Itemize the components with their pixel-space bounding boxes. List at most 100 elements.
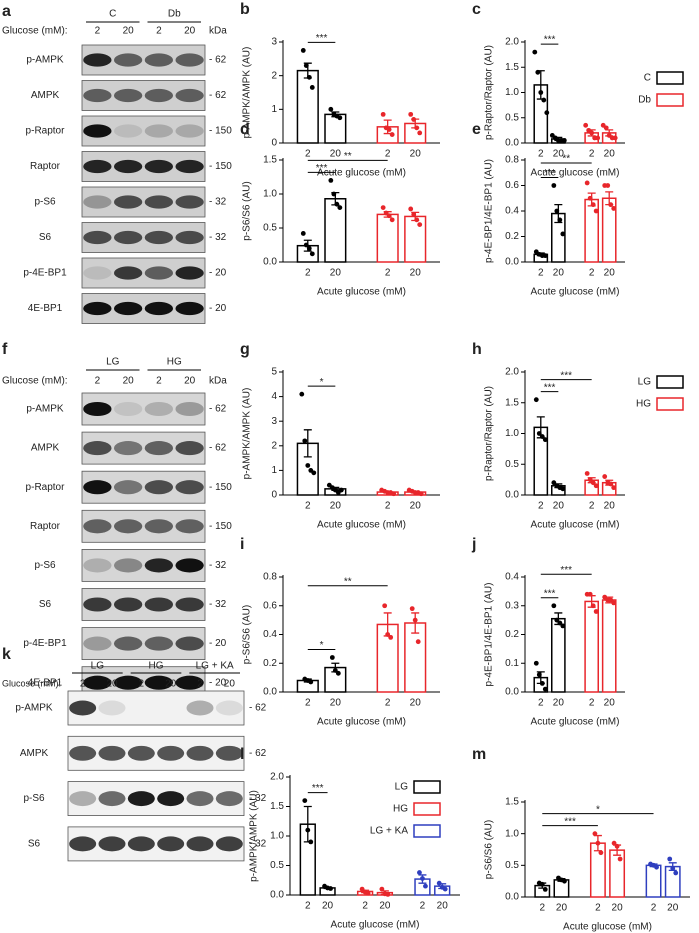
band	[144, 301, 174, 316]
x-tick-label: 20	[604, 149, 616, 160]
kda-marker: - 62	[209, 90, 227, 101]
data-point	[560, 486, 566, 492]
bar	[664, 865, 681, 898]
x-tick-label: 20	[410, 501, 422, 512]
group-label: LG + KA	[196, 661, 234, 672]
protein-label: p-AMPK	[26, 404, 64, 415]
band	[113, 675, 143, 690]
group-label: HG	[167, 357, 182, 368]
y-tick-label: 0.3	[505, 600, 519, 611]
band	[113, 636, 143, 651]
data-point	[299, 391, 305, 397]
data-point	[561, 138, 567, 143]
bar	[324, 113, 347, 144]
protein-label: p-Raptor	[26, 126, 66, 137]
band	[113, 88, 143, 103]
band	[144, 266, 174, 280]
x-axis-label: Acute glucose (mM)	[331, 920, 420, 931]
blot-box	[67, 735, 245, 771]
legend-swatch	[413, 824, 441, 838]
band	[144, 675, 174, 690]
data-point	[603, 125, 609, 131]
data-point	[542, 253, 548, 259]
y-tick-label: 2.0	[270, 772, 284, 783]
bar	[601, 599, 617, 693]
lane-label: 20	[165, 679, 177, 690]
band	[144, 480, 174, 495]
band	[175, 401, 204, 417]
group-label: LG	[91, 661, 105, 672]
bar	[645, 864, 662, 898]
data-point	[560, 623, 566, 629]
x-tick-label: 2	[385, 268, 391, 279]
bar	[584, 600, 599, 693]
data-point	[423, 883, 428, 889]
protein-label: AMPK	[31, 443, 60, 454]
glucose-label: Glucose (mM):	[2, 678, 61, 688]
x-tick-label: 2	[385, 698, 391, 709]
data-point	[302, 438, 308, 444]
protein-label: S6	[28, 839, 41, 850]
y-tick-label: 0.5	[263, 223, 277, 234]
band	[175, 88, 204, 103]
data-point	[309, 251, 315, 257]
kda-marker: - 32	[209, 232, 227, 243]
y-axis-label: p-AMPK/AMPK (AU)	[242, 47, 253, 139]
x-tick-label: 20	[604, 501, 616, 512]
x-tick-label: 2	[538, 149, 544, 160]
panel-letter: a	[2, 3, 11, 20]
y-tick-label: 0.0	[270, 890, 284, 901]
data-point	[612, 135, 618, 141]
x-tick-label: 20	[410, 698, 422, 709]
protein-label: Raptor	[30, 521, 61, 532]
data-point	[305, 827, 311, 833]
band	[83, 675, 112, 690]
y-tick-label: 1.0	[270, 831, 284, 842]
x-tick-label: 20	[330, 149, 342, 160]
kda-marker: - 32	[209, 599, 227, 610]
data-point	[608, 597, 614, 603]
x-axis-label: Acute glucose (mM)	[317, 168, 406, 179]
data-point	[542, 686, 548, 692]
error-bar	[303, 429, 312, 458]
data-point	[533, 397, 539, 403]
band	[113, 266, 143, 280]
y-axis-label: p-S6/S6 (AU)	[242, 181, 253, 240]
legend-label: C	[644, 73, 651, 84]
band	[175, 124, 204, 138]
y-tick-label: 0	[271, 138, 277, 149]
x-tick-label: 2	[305, 268, 311, 279]
data-point	[306, 74, 312, 80]
data-point	[584, 180, 590, 186]
y-axis-label: p-4E-BP1/4E-BP1 (AU)	[484, 583, 495, 687]
lane-label: 2	[156, 376, 162, 387]
x-tick-label: 2	[362, 901, 368, 912]
data-point	[608, 481, 614, 487]
legend-swatch	[656, 71, 684, 85]
panel-letter: g	[240, 341, 250, 358]
data-point	[611, 840, 617, 846]
legend-label: Db	[638, 95, 651, 106]
y-tick-label: 0.5	[505, 112, 519, 123]
data-point	[415, 639, 421, 645]
data-point	[562, 878, 567, 884]
y-tick-label: 2	[271, 440, 277, 451]
data-point	[303, 63, 309, 68]
y-tick-label: 0.6	[505, 180, 519, 191]
data-point	[417, 222, 423, 228]
band	[175, 53, 204, 67]
data-point	[542, 437, 548, 443]
significance-label: ***	[544, 168, 556, 179]
data-point	[590, 603, 596, 609]
x-tick-label: 20	[330, 698, 342, 709]
data-point	[418, 491, 424, 497]
y-tick-label: 0.4	[505, 572, 519, 583]
band	[186, 700, 214, 716]
band	[83, 441, 112, 456]
data-point	[391, 491, 397, 497]
band	[144, 441, 174, 456]
kda-marker: - 62	[209, 55, 227, 66]
legend-swatch	[656, 93, 684, 107]
significance-label: ***	[312, 783, 324, 794]
band	[175, 636, 204, 651]
